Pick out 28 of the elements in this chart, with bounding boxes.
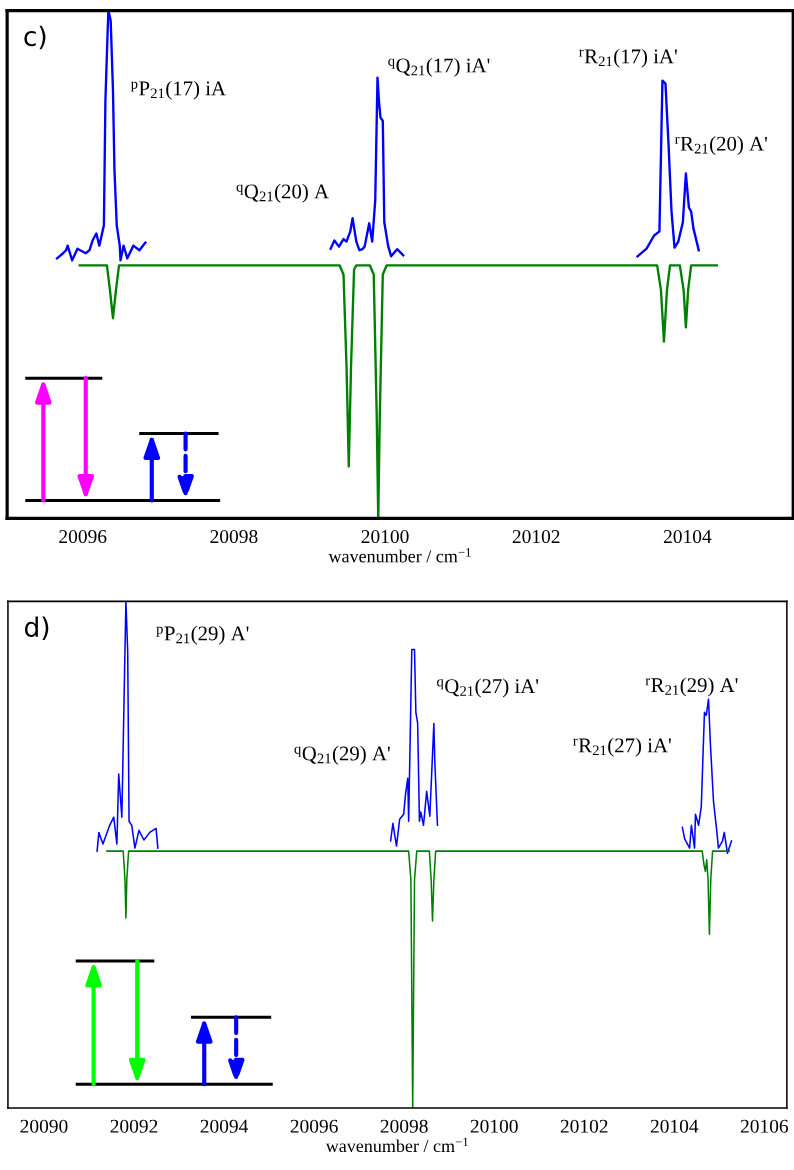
x-tick-label: 20096 <box>290 1119 338 1133</box>
annotation: $^{p}$P$_{21}$(17) iA <box>130 80 226 100</box>
x-tick-label: 20100 <box>470 1119 518 1133</box>
x-tick-label: 20100 <box>361 529 409 544</box>
x-axis-title: wavenumber / cm$^{−1}$ <box>328 548 471 563</box>
annotation: $^{r}$R$_{21}$(20) A' <box>674 136 767 155</box>
annotation: $^{q}$Q$_{21}$(20) A <box>236 183 329 203</box>
x-tick-label: 20098 <box>380 1119 428 1133</box>
annotation: $^{q}$Q$_{21}$(29) A' <box>294 745 390 765</box>
annotation: $^{r}$R$_{21}$(29) A' <box>645 677 738 697</box>
annotation: $^{q}$Q$_{21}$(27) iA' <box>437 678 539 698</box>
annotation: $^{q}$Q$_{21}$(17) iA' <box>388 57 490 77</box>
x-axis-title: wavenumber / cm$^{−1}$ <box>325 1137 468 1153</box>
x-tick-label: 20092 <box>110 1119 158 1133</box>
x-tick-label: 20104 <box>663 529 712 544</box>
annotation: $^{r}$R$_{21}$(27) iA' <box>573 737 671 757</box>
x-tick-label: 20094 <box>200 1119 249 1133</box>
x-tick-label: 20106 <box>740 1119 789 1133</box>
annotation: $^{r}$R$_{21}$(17) iA' <box>579 48 677 68</box>
x-tick-label: 20104 <box>650 1119 699 1133</box>
x-tick-label: 20102 <box>512 529 560 544</box>
x-tick-label: 20102 <box>560 1119 608 1133</box>
x-tick-label: 20096 <box>59 529 107 544</box>
x-tick-label: 20090 <box>20 1119 68 1133</box>
text: c) <box>24 25 46 50</box>
x-tick-label: 20098 <box>210 529 258 544</box>
text: d) <box>24 616 49 641</box>
annotation: $^{p}$P$_{21}$(29) A' <box>156 625 249 645</box>
